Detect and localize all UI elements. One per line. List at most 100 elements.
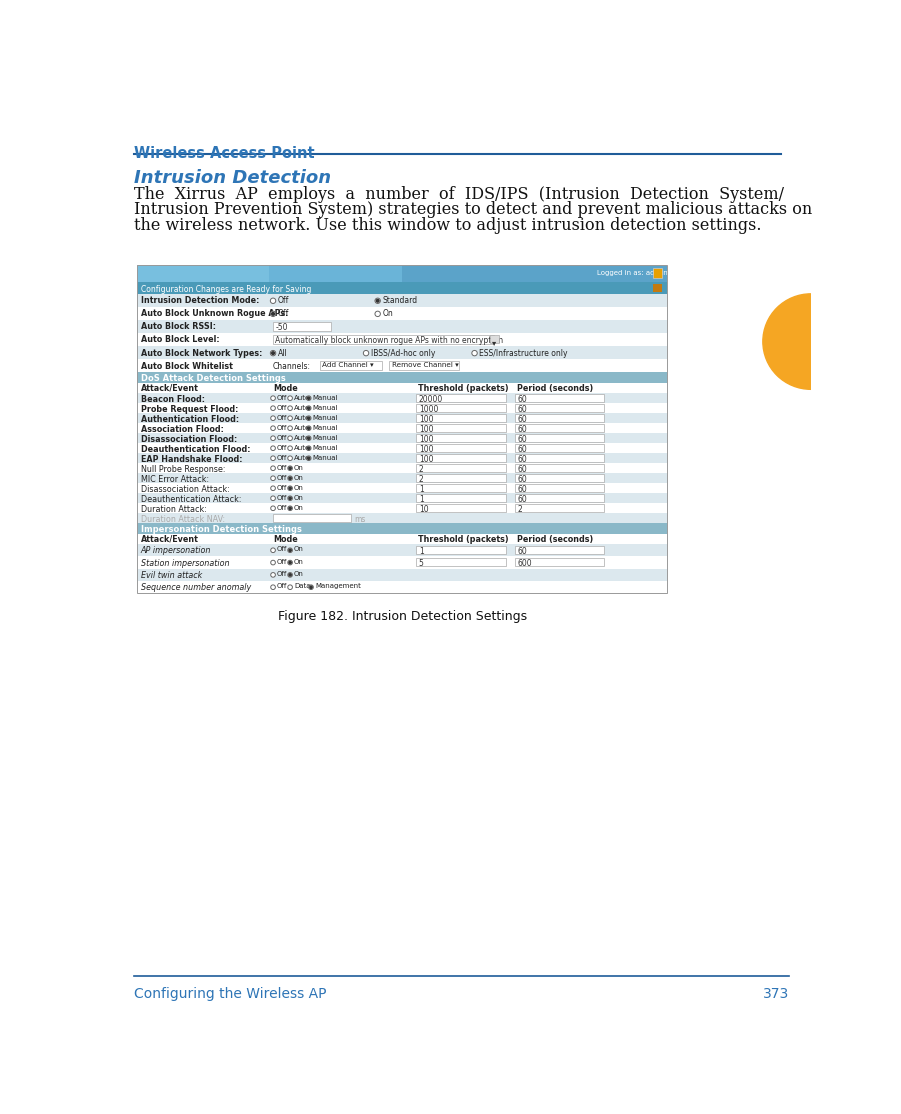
Circle shape [375, 311, 380, 316]
FancyBboxPatch shape [138, 544, 667, 556]
Text: The  Xirrus  AP  employs  a  number  of  IDS/IPS  (Intrusion  Detection  System/: The Xirrus AP employs a number of IDS/IP… [134, 186, 785, 203]
Circle shape [270, 456, 276, 460]
Text: Configuring the Wireless AP: Configuring the Wireless AP [134, 987, 327, 1000]
Circle shape [306, 405, 311, 410]
Text: Data: Data [294, 584, 311, 589]
FancyBboxPatch shape [514, 494, 604, 501]
Circle shape [310, 586, 312, 588]
Text: On: On [294, 495, 304, 501]
FancyBboxPatch shape [138, 524, 667, 534]
Text: On: On [294, 485, 304, 491]
FancyBboxPatch shape [138, 534, 667, 544]
Circle shape [270, 405, 276, 410]
Text: Auto Block Network Types:: Auto Block Network Types: [141, 349, 262, 358]
Text: DoS Attack Detection Settings: DoS Attack Detection Settings [141, 374, 286, 383]
Circle shape [287, 548, 293, 553]
Text: Sequence number anomaly: Sequence number anomaly [141, 584, 250, 593]
FancyBboxPatch shape [138, 360, 667, 372]
Circle shape [270, 416, 276, 420]
Text: 60: 60 [517, 405, 527, 414]
FancyBboxPatch shape [138, 265, 269, 282]
Circle shape [287, 573, 293, 577]
Circle shape [270, 585, 276, 589]
Circle shape [270, 506, 276, 510]
Text: Auto Block RSSI:: Auto Block RSSI: [141, 322, 215, 331]
Text: Disassociation Attack:: Disassociation Attack: [141, 485, 230, 494]
Text: ESS/Infrastructure only: ESS/Infrastructure only [479, 349, 568, 358]
FancyBboxPatch shape [389, 361, 459, 370]
FancyBboxPatch shape [138, 504, 667, 514]
Circle shape [287, 416, 293, 420]
Text: Threshold (packets): Threshold (packets) [418, 384, 508, 393]
FancyBboxPatch shape [514, 558, 604, 566]
Circle shape [270, 466, 276, 470]
Text: 5: 5 [419, 559, 423, 568]
Text: 60: 60 [517, 416, 527, 424]
Circle shape [270, 299, 276, 303]
Text: Mode: Mode [273, 384, 298, 393]
FancyBboxPatch shape [514, 434, 604, 441]
Circle shape [289, 497, 291, 499]
Text: Off: Off [277, 485, 287, 491]
Text: Manual: Manual [313, 414, 338, 421]
Text: Impersonation Detection Settings: Impersonation Detection Settings [141, 525, 302, 534]
Text: On: On [382, 310, 393, 319]
FancyBboxPatch shape [273, 514, 350, 521]
FancyBboxPatch shape [416, 424, 505, 431]
Text: Logged in as: admin: Logged in as: admin [597, 270, 668, 276]
Text: Disassociation Flood:: Disassociation Flood: [141, 434, 237, 443]
Circle shape [270, 486, 276, 490]
Text: Wireless Access Point: Wireless Access Point [134, 146, 315, 162]
Circle shape [307, 397, 310, 399]
FancyBboxPatch shape [416, 404, 505, 412]
Circle shape [289, 467, 291, 469]
Text: All: All [278, 349, 287, 358]
Circle shape [270, 446, 276, 450]
FancyBboxPatch shape [514, 475, 604, 481]
Text: Attack/Event: Attack/Event [141, 384, 198, 393]
Circle shape [306, 426, 311, 430]
FancyBboxPatch shape [138, 423, 667, 433]
Circle shape [270, 351, 276, 355]
Circle shape [270, 548, 276, 553]
Text: 100: 100 [419, 446, 433, 455]
Circle shape [287, 395, 293, 401]
Text: Automatically block unknown rogue APs with no encryption: Automatically block unknown rogue APs wi… [276, 335, 504, 345]
Circle shape [272, 352, 275, 354]
FancyBboxPatch shape [416, 483, 505, 491]
Text: 100: 100 [419, 436, 433, 444]
Text: Auto: Auto [294, 414, 310, 421]
Circle shape [306, 436, 311, 440]
Text: On: On [294, 475, 304, 481]
FancyBboxPatch shape [138, 383, 667, 393]
Circle shape [307, 417, 310, 419]
FancyBboxPatch shape [138, 320, 667, 333]
Text: 60: 60 [517, 486, 527, 495]
FancyBboxPatch shape [653, 284, 662, 292]
FancyBboxPatch shape [138, 473, 667, 483]
Text: Off: Off [278, 310, 289, 319]
Circle shape [287, 405, 293, 410]
Text: Period (seconds): Period (seconds) [517, 384, 594, 393]
FancyBboxPatch shape [320, 361, 381, 370]
Circle shape [306, 416, 311, 420]
Circle shape [272, 313, 275, 315]
Text: Off: Off [277, 404, 287, 411]
Text: 20000: 20000 [419, 395, 443, 404]
Circle shape [287, 436, 293, 440]
FancyBboxPatch shape [514, 465, 604, 471]
Text: Channels:: Channels: [273, 362, 311, 371]
Text: Off: Off [277, 571, 287, 577]
Text: Manual: Manual [313, 455, 338, 461]
FancyBboxPatch shape [514, 444, 604, 451]
Circle shape [270, 395, 276, 401]
Circle shape [287, 560, 293, 565]
FancyBboxPatch shape [138, 514, 667, 524]
Text: 1: 1 [419, 547, 423, 556]
FancyBboxPatch shape [416, 558, 505, 566]
FancyBboxPatch shape [514, 504, 604, 511]
Text: 100: 100 [419, 416, 433, 424]
Text: Intrusion Detection Mode:: Intrusion Detection Mode: [141, 296, 259, 305]
Circle shape [287, 486, 293, 490]
FancyBboxPatch shape [514, 414, 604, 422]
